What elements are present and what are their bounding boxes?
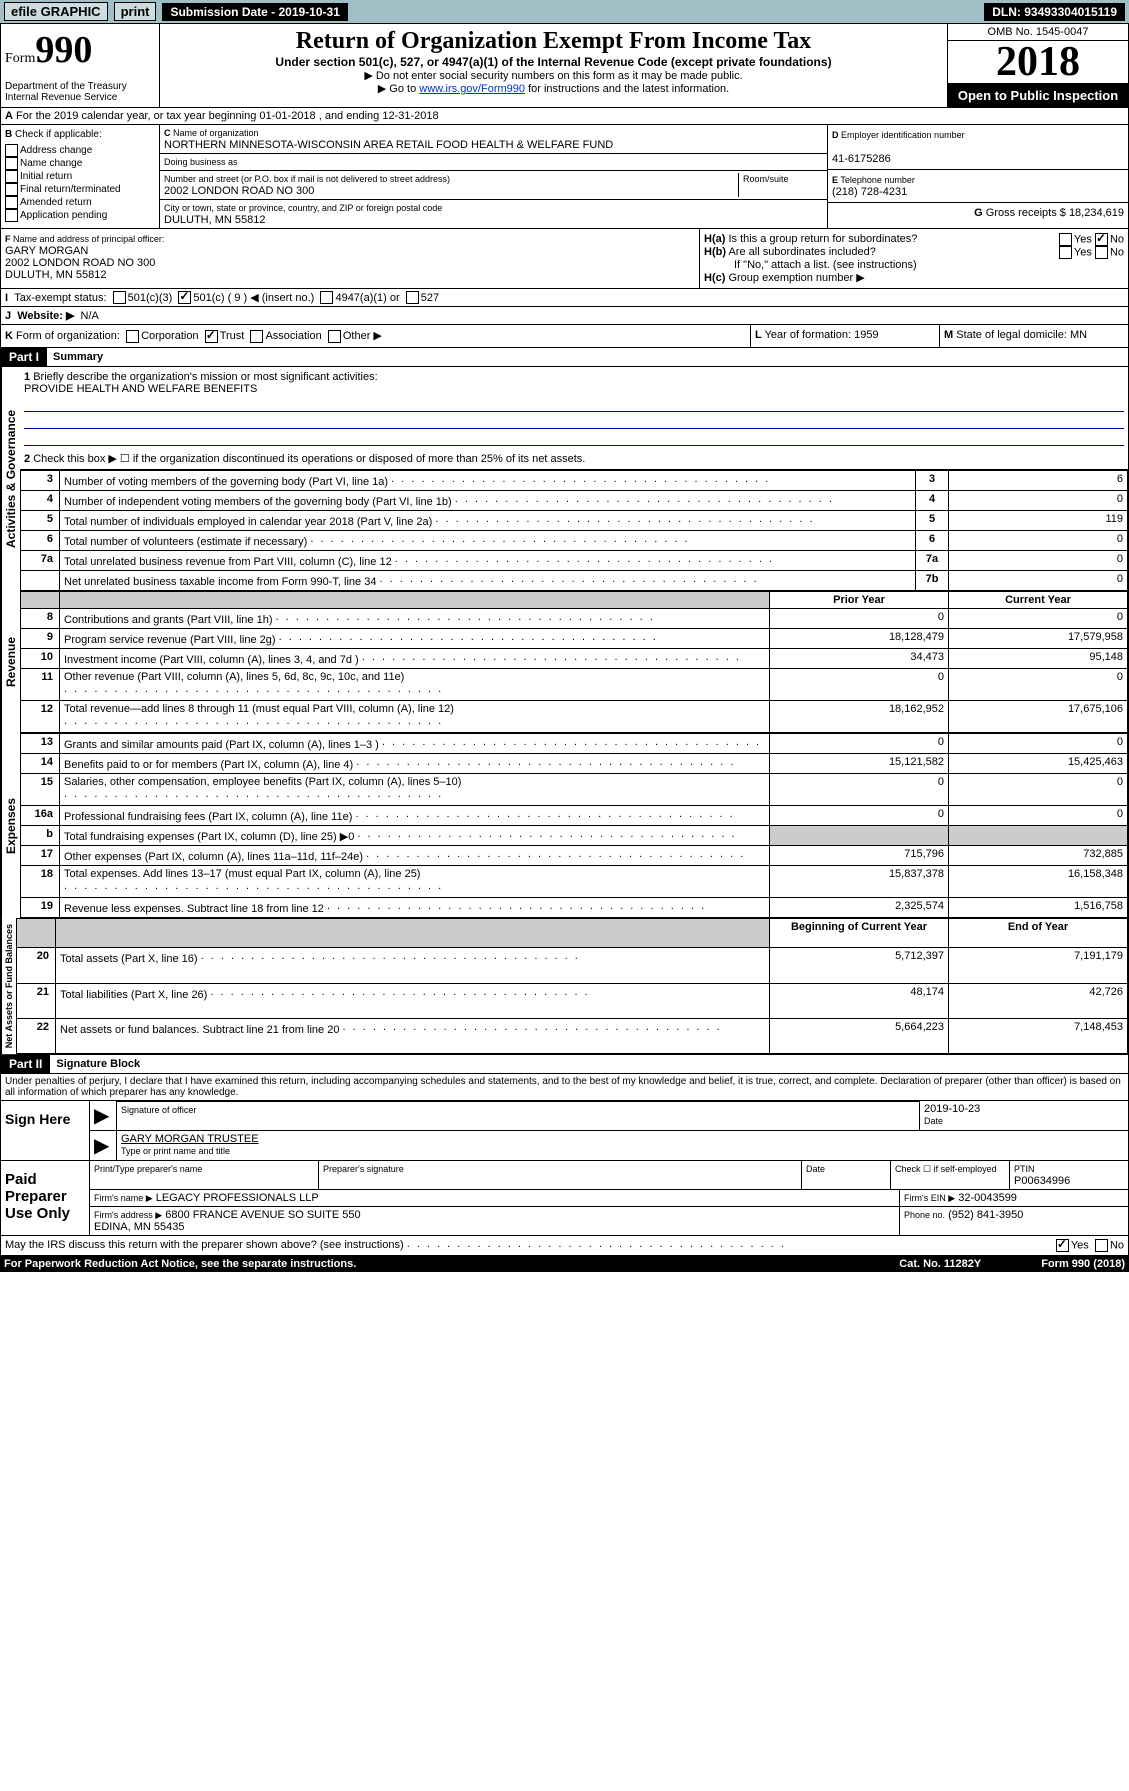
footer-bar: For Paperwork Reduction Act Notice, see … (0, 1256, 1129, 1272)
check-amended[interactable]: Amended return (5, 196, 155, 209)
form990-link[interactable]: www.irs.gov/Form990 (419, 83, 525, 95)
address: 2002 LONDON ROAD NO 300 (164, 185, 314, 197)
ein: 41-6175286 (832, 153, 891, 165)
f-h-row: F Name and address of principal officer:… (0, 229, 1129, 289)
print-button[interactable]: print (114, 2, 157, 21)
submission-date: Submission Date - 2019-10-31 (162, 3, 347, 21)
part1-header: Part ISummary (0, 348, 1129, 367)
check-final[interactable]: Final return/terminated (5, 183, 155, 196)
check-name[interactable]: Name change (5, 157, 155, 170)
check-501c[interactable] (178, 291, 191, 304)
check-4947[interactable] (320, 291, 333, 304)
part2-header: Part IISignature Block (0, 1055, 1129, 1074)
signer-name: GARY MORGAN TRUSTEE (121, 1133, 259, 1145)
city: DULUTH, MN 55812 (164, 214, 265, 226)
dept-label: Department of the Treasury (5, 81, 155, 92)
k-l-m-row: K Form of organization: Corporation Trus… (0, 325, 1129, 348)
officer: GARY MORGAN 2002 LONDON ROAD NO 300 DULU… (5, 245, 155, 281)
ptin: P00634996 (1014, 1175, 1070, 1187)
tax-year: 2018 (948, 41, 1128, 84)
top-bar: efile GRAPHIC print Submission Date - 20… (0, 0, 1129, 23)
vtab-netassets: Net Assets or Fund Balances (1, 918, 16, 1054)
check-address[interactable]: Address change (5, 144, 155, 157)
website: N/A (81, 310, 99, 322)
org-box: B Check if applicable: Address change Na… (0, 125, 1129, 229)
form-number: Form990 (5, 28, 155, 72)
vtab-activities: Activities & Governance (1, 367, 20, 591)
discuss-row: May the IRS discuss this return with the… (0, 1236, 1129, 1256)
paid-preparer-block: Paid Preparer Use Only Print/Type prepar… (0, 1161, 1129, 1236)
gross-receipts: 18,234,619 (1069, 207, 1124, 219)
line-j: J Website: ▶ N/A (0, 307, 1129, 325)
efile-button[interactable]: efile GRAPHIC (4, 2, 108, 21)
table-revenue: Prior YearCurrent Year8Contributions and… (20, 591, 1128, 733)
check-pending[interactable]: Application pending (5, 209, 155, 222)
vtab-expenses: Expenses (1, 733, 20, 918)
form-title: Return of Organization Exempt From Incom… (164, 28, 943, 55)
discuss-yes[interactable] (1056, 1239, 1069, 1252)
form-header: Form990 Department of the Treasury Inter… (0, 23, 1129, 108)
sig-date: 2019-10-23 (924, 1103, 980, 1115)
check-527[interactable] (406, 291, 419, 304)
table-ag: 3Number of voting members of the governi… (20, 470, 1128, 591)
firm-phone: (952) 841-3950 (948, 1209, 1023, 1221)
table-expenses: 13Grants and similar amounts paid (Part … (20, 733, 1128, 918)
open-public: Open to Public Inspection (948, 84, 1128, 107)
mission: PROVIDE HEALTH AND WELFARE BENEFITS (24, 383, 257, 395)
sign-here-block: Sign Here ▶Signature of officer2019-10-2… (0, 1101, 1129, 1161)
discuss-no[interactable] (1095, 1239, 1108, 1252)
form-note1: ▶ Do not enter social security numbers o… (164, 69, 943, 82)
form-note2: ▶ Go to www.irs.gov/Form990 for instruct… (164, 82, 943, 95)
phone: (218) 728-4231 (832, 186, 907, 198)
line-a: A For the 2019 calendar year, or tax yea… (0, 108, 1129, 125)
check-initial[interactable]: Initial return (5, 170, 155, 183)
irs-label: Internal Revenue Service (5, 92, 155, 103)
firm-name: LEGACY PROFESSIONALS LLP (156, 1192, 319, 1204)
dln: DLN: 93493304015119 (984, 3, 1125, 21)
vtab-revenue: Revenue (1, 591, 20, 733)
check-501c3[interactable] (113, 291, 126, 304)
form-subtitle: Under section 501(c), 527, or 4947(a)(1)… (164, 55, 943, 69)
table-netassets: Beginning of Current YearEnd of Year20To… (16, 918, 1128, 1054)
org-name: NORTHERN MINNESOTA-WISCONSIN AREA RETAIL… (164, 139, 613, 151)
firm-ein: 32-0043599 (958, 1192, 1017, 1204)
line-i: I Tax-exempt status: 501(c)(3) 501(c) ( … (0, 289, 1129, 307)
perjury: Under penalties of perjury, I declare th… (0, 1074, 1129, 1101)
